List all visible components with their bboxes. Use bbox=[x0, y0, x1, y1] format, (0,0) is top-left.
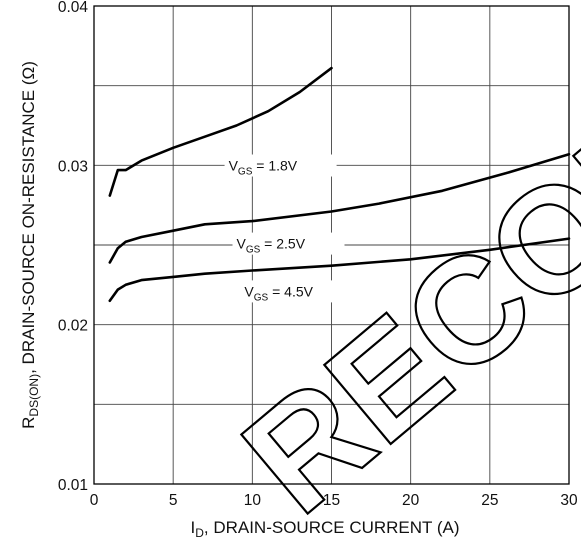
x-axis-title-rest: , DRAIN-SOURCE CURRENT (A) bbox=[204, 518, 460, 537]
x-tick-label: 15 bbox=[323, 492, 340, 509]
curve-label-3: VGS = 4.5V bbox=[244, 283, 313, 303]
x-tick-label: 10 bbox=[244, 492, 262, 509]
y-axis-title-rest: , DRAIN-SOURCE ON-RESISTANCE (Ω) bbox=[19, 61, 38, 374]
curve-label-rest: = 2.5V bbox=[260, 236, 305, 252]
y-tick-label: 0.04 bbox=[58, 0, 89, 16]
plot-frame bbox=[93, 5, 570, 485]
x-tick-label: 20 bbox=[402, 492, 420, 509]
x-tick-label: 25 bbox=[481, 492, 498, 509]
curve-label-sub: GS bbox=[254, 292, 269, 303]
y-tick-label: 0.03 bbox=[58, 158, 88, 175]
x-tick-label: 5 bbox=[169, 492, 178, 509]
series-line-1 bbox=[108, 66, 333, 197]
curve-label-rest: = 1.8V bbox=[252, 158, 297, 174]
x-axis-title: ID, DRAIN-SOURCE CURRENT (A) bbox=[190, 518, 459, 539]
series-line-3 bbox=[108, 237, 571, 303]
x-axis-title-sub: D bbox=[195, 526, 204, 539]
curve-label-background bbox=[224, 154, 337, 177]
curve-label-background bbox=[232, 232, 345, 255]
series-line-2 bbox=[108, 152, 571, 264]
curve-label-background bbox=[240, 280, 353, 303]
series-layer bbox=[108, 66, 571, 303]
x-axis-title-main: I bbox=[190, 518, 195, 537]
curve-label-main: V bbox=[237, 236, 247, 252]
curve-label-main: V bbox=[229, 158, 239, 174]
x-tick-label: 0 bbox=[90, 492, 99, 509]
curve-label-rest: = 4.5V bbox=[268, 283, 313, 299]
y-axis-title: RDS(ON), DRAIN-SOURCE ON-RESISTANCE (Ω) bbox=[19, 61, 41, 429]
curve-label-sub: GS bbox=[246, 245, 261, 256]
curve-label-2: VGS = 2.5V bbox=[237, 236, 306, 256]
y-axis-title-sub: DS(ON) bbox=[27, 374, 41, 417]
y-tick-label: 0.01 bbox=[58, 477, 88, 494]
curve-label-sub: GS bbox=[238, 167, 253, 178]
x-tick-labels: 0 5 10 15 20 25 30 bbox=[90, 492, 578, 509]
curve-label-1: VGS = 1.8V bbox=[229, 158, 298, 178]
y-tick-labels: 0.01 0.02 0.03 0.04 bbox=[58, 0, 89, 494]
y-axis-title-main: R bbox=[19, 417, 38, 429]
curve-label-main: V bbox=[244, 283, 254, 299]
x-tick-label: 30 bbox=[560, 492, 578, 509]
y-tick-label: 0.02 bbox=[58, 318, 88, 335]
